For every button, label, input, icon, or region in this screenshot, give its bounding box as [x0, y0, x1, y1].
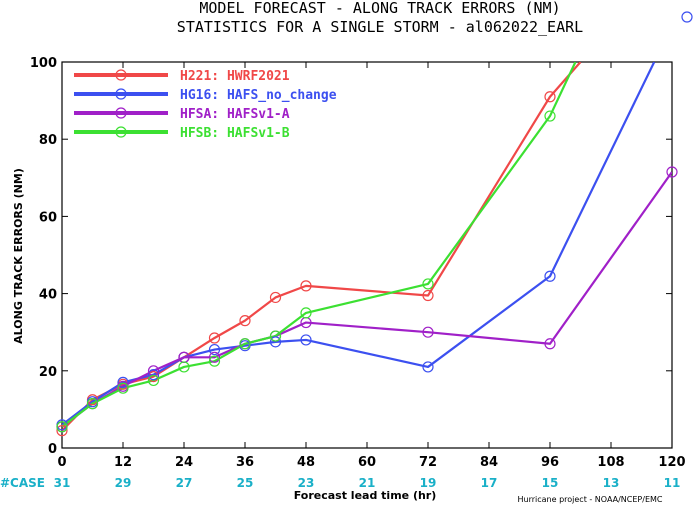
data-point [208, 332, 221, 344]
data-point [300, 307, 312, 319]
chart-title: MODEL FORECAST - ALONG TRACK ERRORS (NM) [199, 0, 560, 17]
corner-circle-icon [681, 11, 693, 23]
plot-frame [61, 61, 673, 449]
plot-area: 0 31 12 29 24 27 36 25 48 23 60 21 72 19 84 17 96 15 108 13… [30, 56, 686, 490]
data-point [208, 351, 221, 363]
case-count: 13 [603, 476, 620, 490]
y-tick-label: 60 [39, 210, 57, 225]
x-tick-label: 0 [57, 455, 66, 470]
x-tick-label: 36 [236, 455, 254, 470]
data-point [422, 361, 434, 373]
data-point [56, 425, 68, 437]
legend-marker [115, 69, 127, 81]
data-point [178, 361, 190, 373]
data-point [300, 280, 312, 292]
data-point [300, 334, 312, 346]
legend-label: HFSA: HAFSv1-A [180, 107, 290, 122]
y-tick-label: 100 [30, 56, 57, 71]
case-count: 17 [481, 476, 498, 490]
x-tick-label: 72 [419, 455, 437, 470]
case-count: 27 [176, 476, 193, 490]
data-point [269, 336, 282, 348]
legend-marker [115, 107, 127, 119]
data-point [147, 374, 160, 387]
data-point [239, 338, 251, 350]
credit-text: Hurricane project - NOAA/NCEP/EMC [517, 495, 662, 504]
y-tick-label: 20 [39, 365, 57, 380]
chart-subtitle: STATISTICS FOR A SINGLE STORM - al062022… [177, 18, 583, 36]
x-tick-label: 24 [175, 455, 193, 470]
case-count: 15 [542, 476, 559, 490]
case-count: 29 [115, 476, 132, 490]
series-lines [62, 62, 672, 432]
data-point [544, 270, 556, 282]
legend: H221: HWRF2021 HG16: HAFS_no_change HFSA: … [74, 69, 337, 141]
x-tick-label: 12 [114, 455, 132, 470]
x-tick-label: 108 [597, 455, 624, 470]
case-count: 21 [359, 476, 376, 490]
data-point [422, 289, 434, 302]
y-axis-label: ALONG TRACK ERRORS (NM) [12, 168, 25, 344]
x-tick-label: 120 [658, 455, 685, 470]
legend-label: H221: HWRF2021 [180, 69, 290, 84]
legend-marker [115, 88, 127, 100]
y-tick-label: 0 [48, 442, 57, 457]
data-point [269, 330, 282, 342]
data-point [117, 382, 129, 394]
legend-label: HFSB: HAFSv1-B [180, 126, 290, 141]
x-tick-label: 60 [358, 455, 376, 470]
data-point [86, 398, 99, 410]
legend-marker [115, 126, 127, 138]
case-label: #CASE [0, 476, 45, 490]
data-point [422, 326, 434, 338]
data-point [239, 315, 251, 327]
data-point [147, 369, 160, 381]
case-count: 11 [664, 476, 681, 490]
legend-label: HG16: HAFS_no_change [180, 88, 337, 103]
data-point [666, 166, 678, 178]
x-tick-label: 48 [297, 455, 315, 470]
x-tick-label: 96 [541, 455, 559, 470]
series-line-0 [62, 62, 582, 432]
series-line-3 [62, 62, 577, 428]
x-tick-label: 84 [480, 455, 498, 470]
data-point [208, 355, 221, 367]
case-count: 31 [54, 476, 71, 490]
case-count: 19 [420, 476, 437, 490]
case-count: 23 [298, 476, 315, 490]
x-axis-label: Forecast lead time (hr) [294, 489, 437, 502]
data-point [56, 421, 68, 433]
y-tick-label: 80 [39, 133, 57, 148]
data-point [544, 110, 556, 122]
y-tick-label: 40 [39, 288, 57, 303]
data-point [208, 343, 221, 356]
data-point [422, 278, 434, 290]
data-point [544, 338, 556, 350]
case-count: 25 [237, 476, 254, 490]
data-point [117, 376, 129, 388]
data-point [544, 91, 556, 103]
data-point [269, 291, 282, 304]
